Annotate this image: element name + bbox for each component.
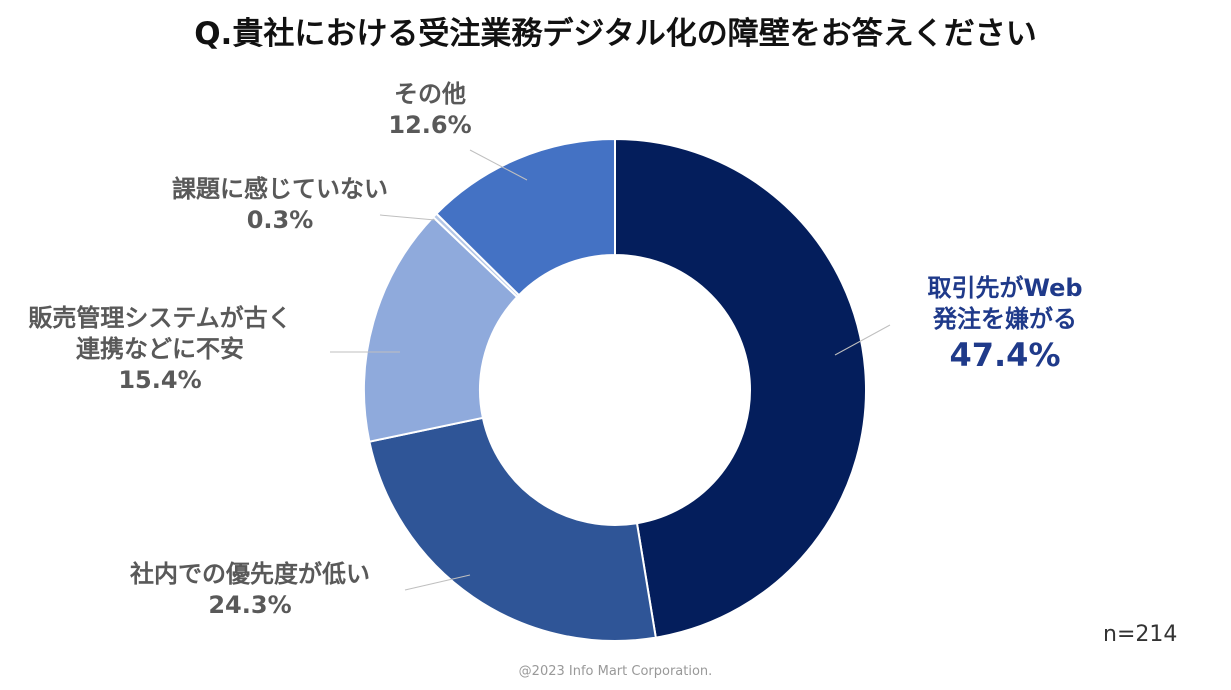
value-label: 0.3% [246, 206, 314, 234]
segment-label: 社内での優先度が低い 24.3% [130, 559, 370, 621]
category-label: 販売管理システムが古く 連携などに不安 [28, 304, 292, 364]
value-label: 24.3% [208, 591, 292, 619]
segment-label: 取引先がWeb 発注を嫌がる 47.4% [927, 273, 1082, 377]
donut-segment [434, 137, 616, 297]
segment-label: 課題に感じていない 0.3% [172, 174, 388, 236]
value-label: 47.4% [949, 336, 1061, 375]
donut-segment [363, 215, 519, 443]
category-label: 課題に感じていない [172, 174, 388, 203]
leader-line [379, 214, 436, 221]
chart-title: Q.貴社における受注業務デジタル化の障壁をお答えください [194, 16, 1037, 52]
category-label: 取引先がWeb 発注を嫌がる [927, 274, 1083, 334]
category-label: 社内での優先度が低い [130, 559, 370, 588]
category-label: その他 [393, 79, 466, 108]
segment-label: 販売管理システムが古く 連携などに不安 15.4% [28, 303, 291, 397]
donut-segment [614, 137, 867, 639]
value-label: 12.6% [388, 111, 472, 139]
leader-line [469, 149, 528, 181]
sample-note: n=214 [1103, 622, 1178, 647]
copyright: @2023 Info Mart Corporation. [518, 664, 713, 679]
segment-label: その他 12.6% [388, 79, 471, 141]
value-label: 15.4% [118, 366, 202, 395]
donut-segment [368, 416, 657, 642]
leader-line [834, 324, 891, 356]
leader-line [404, 574, 471, 591]
